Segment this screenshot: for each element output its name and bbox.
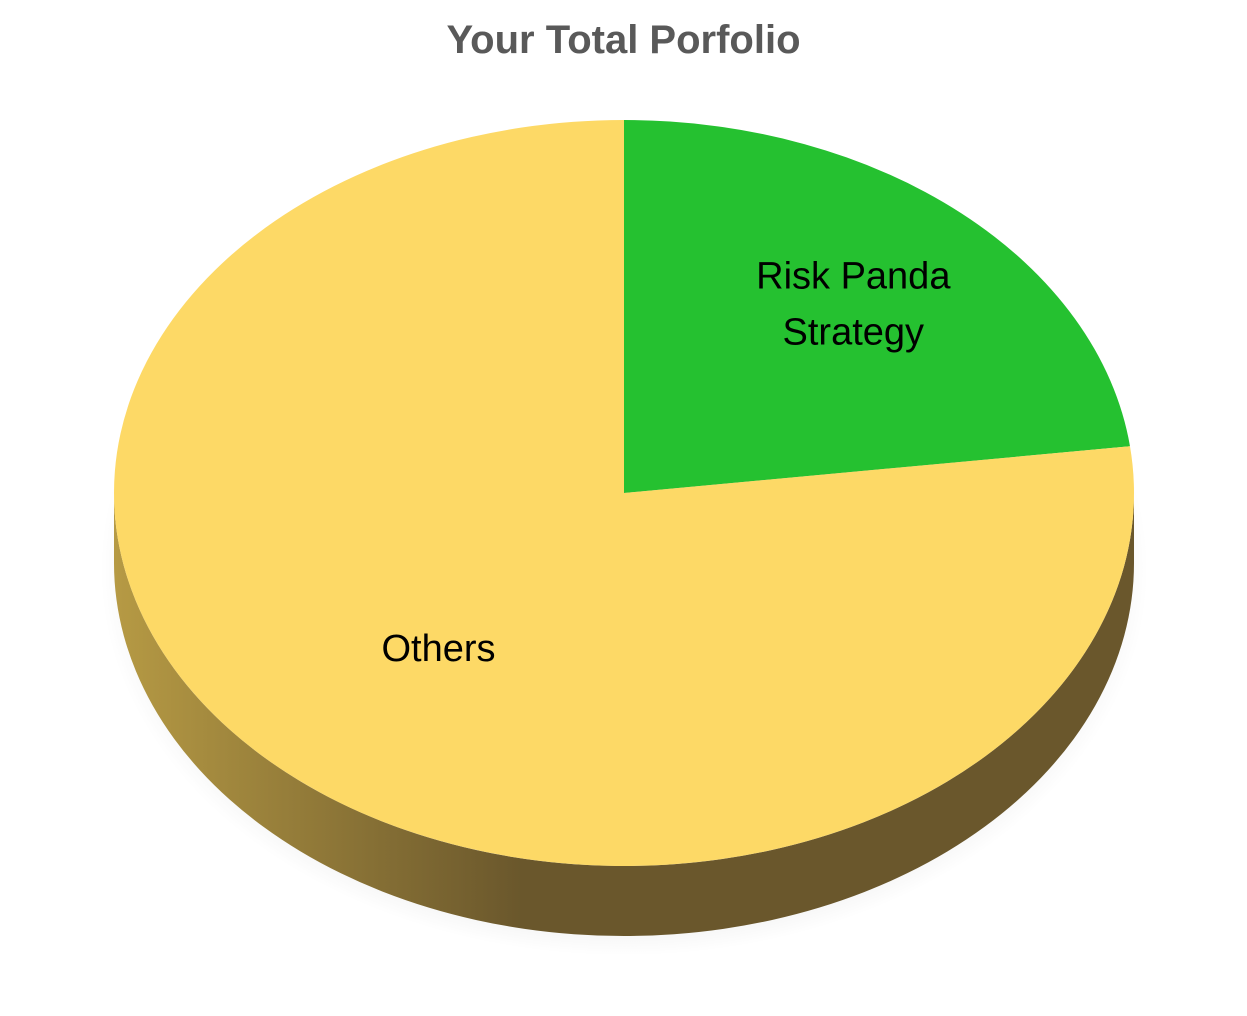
pie-slice-risk-panda-strategy bbox=[624, 120, 1130, 493]
slice-label-risk-panda-strategy-line-1: Risk Panda bbox=[756, 256, 951, 298]
slice-label-risk-panda-strategy-line-2: Strategy bbox=[783, 312, 925, 354]
pie-side-others bbox=[114, 493, 1134, 936]
slice-label-others-line-1: Others bbox=[381, 628, 495, 670]
pie-labels: Risk Panda Strategy Others bbox=[381, 256, 951, 670]
chart-title: Your Total Porfolio bbox=[446, 18, 801, 62]
pie-slices bbox=[114, 120, 1135, 866]
pie-slice-others bbox=[114, 120, 1135, 866]
pie-side-wall bbox=[114, 493, 1134, 936]
